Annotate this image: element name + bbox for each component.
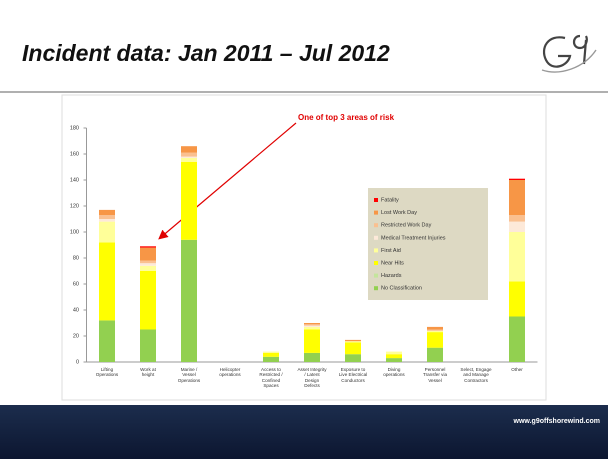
annotation: One of top 3 areas of risk [298, 113, 395, 122]
logo [541, 34, 597, 73]
legend-swatch [374, 223, 378, 228]
legend-label: First Aid [381, 248, 401, 254]
bar-segment [509, 232, 525, 282]
x-tick-label: Personnel Transfer via Vessel [422, 367, 448, 383]
x-tick-label: Other [511, 367, 523, 372]
bar-segment [99, 242, 115, 321]
x-tick-label: Exposure to Live Electrical Conductors [338, 367, 368, 383]
y-tick-label: 140 [70, 177, 79, 183]
bar-segment [304, 326, 320, 330]
bar-segment [386, 358, 402, 362]
bar-segment [181, 157, 197, 162]
bar-segment [140, 246, 156, 248]
legend-swatch [374, 248, 378, 253]
bar-segment [509, 178, 525, 180]
bar-segment [386, 354, 402, 359]
slide-title: Incident data: Jan 2011 – Jul 2012 [22, 40, 390, 66]
bar-segment [181, 239, 197, 362]
bar-segment [181, 152, 197, 157]
y-tick-label: 120 [70, 203, 79, 209]
footer-url: www.g9offshorewind.com [513, 418, 600, 425]
x-tick-label: Marine / Vessel Operations [177, 367, 201, 383]
bar-segment [140, 260, 156, 264]
bar-segment [263, 351, 279, 353]
bar-segment [427, 326, 443, 330]
legend-box [368, 188, 488, 300]
legend-label: No Classification [381, 286, 422, 292]
y-tick-label: 20 [73, 333, 79, 339]
bar-segment [140, 263, 156, 266]
legend-swatch [374, 286, 378, 291]
bar-segment [99, 221, 115, 243]
bar-segment [99, 219, 115, 222]
legend-swatch [374, 273, 378, 278]
y-tick-label: 60 [73, 281, 79, 287]
legend-swatch [374, 210, 378, 215]
bar-segment [304, 325, 320, 327]
y-tick-label: 180 [70, 125, 79, 131]
bar-segment [181, 161, 197, 240]
x-tick-label: Access to Restricted / Confined Spaces [259, 367, 283, 389]
legend-swatch [374, 261, 378, 265]
legend-label: Hazards [381, 273, 402, 279]
legend-label: Lost Work Day [381, 210, 417, 216]
bar-segment [263, 352, 279, 357]
bar-segment [99, 209, 115, 216]
bar-segment [263, 356, 279, 362]
legend-swatch [374, 198, 378, 202]
bar-segment [427, 332, 443, 348]
bar-segment [140, 271, 156, 330]
x-tick-label: Diving operations [383, 367, 405, 378]
bar-segment [427, 347, 443, 362]
y-tick-label: 100 [70, 229, 79, 235]
bar-segment [345, 339, 361, 342]
bar-segment [304, 324, 320, 326]
bar-segment [386, 351, 402, 355]
legend-swatch [374, 235, 378, 240]
bar-segment [304, 323, 320, 325]
legend-label: Restricted Work Day [381, 223, 432, 229]
y-tick-label: 80 [73, 255, 79, 261]
y-tick-label: 160 [70, 151, 79, 157]
bar-segment [509, 316, 525, 362]
bar-segment [509, 221, 525, 232]
bar-segment [140, 265, 156, 271]
bar-segment [345, 354, 361, 362]
y-tick-label: 0 [76, 359, 79, 365]
bar-segment [304, 329, 320, 353]
x-tick-label: Asset Integrity / Latent Design Defects [297, 367, 327, 389]
bar-segment [509, 180, 525, 216]
x-tick-label: Helicopter operations [219, 367, 241, 378]
footer-band [0, 405, 608, 459]
legend-label: Fatality [381, 197, 399, 203]
bar-segment [345, 341, 361, 343]
y-tick-label: 40 [73, 307, 79, 313]
legend-label: Near Hits [381, 260, 404, 266]
bar-segment [140, 247, 156, 261]
legend-label: Medical Treatment Injuries [381, 235, 446, 241]
bar-segment [181, 146, 197, 153]
bar-segment [509, 281, 525, 317]
bar-segment [99, 215, 115, 219]
x-tick-label: Select, Engage and Manage Contractors [460, 367, 492, 383]
bar-segment [140, 329, 156, 362]
bar-segment [99, 320, 115, 362]
bar-segment [509, 215, 525, 222]
bar-segment [181, 156, 197, 158]
bar-segment [427, 330, 443, 333]
x-tick-label: Lifting Operations [95, 367, 119, 378]
bar-segment [345, 342, 361, 355]
x-tick-label: Work at height [140, 367, 156, 378]
bar-segment [427, 329, 443, 331]
bar-segment [304, 352, 320, 362]
